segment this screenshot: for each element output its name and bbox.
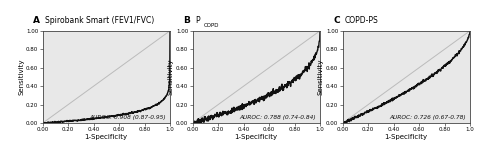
X-axis label: 1-Specificity: 1-Specificity xyxy=(84,134,128,140)
X-axis label: 1-Specificity: 1-Specificity xyxy=(234,134,278,140)
Text: AUROC: 0.726 (0.67-0.78): AUROC: 0.726 (0.67-0.78) xyxy=(390,115,466,120)
Y-axis label: Sensitivity: Sensitivity xyxy=(168,59,174,95)
Text: AUROC: 0.788 (0.74-0.84): AUROC: 0.788 (0.74-0.84) xyxy=(240,115,316,120)
Text: COPD: COPD xyxy=(204,24,220,28)
Text: COPD-PS: COPD-PS xyxy=(345,16,379,25)
Text: AUROC: 0.908 (0.87-0.95): AUROC: 0.908 (0.87-0.95) xyxy=(90,115,166,120)
Text: A: A xyxy=(33,16,40,25)
X-axis label: 1-Specificity: 1-Specificity xyxy=(384,134,428,140)
Y-axis label: Sensitivity: Sensitivity xyxy=(18,59,24,95)
Text: C: C xyxy=(334,16,340,25)
Y-axis label: Sensitivity: Sensitivity xyxy=(318,59,324,95)
Text: Spirobank Smart (FEV1/FVC): Spirobank Smart (FEV1/FVC) xyxy=(45,16,154,25)
Text: B: B xyxy=(183,16,190,25)
Text: P: P xyxy=(195,16,200,25)
